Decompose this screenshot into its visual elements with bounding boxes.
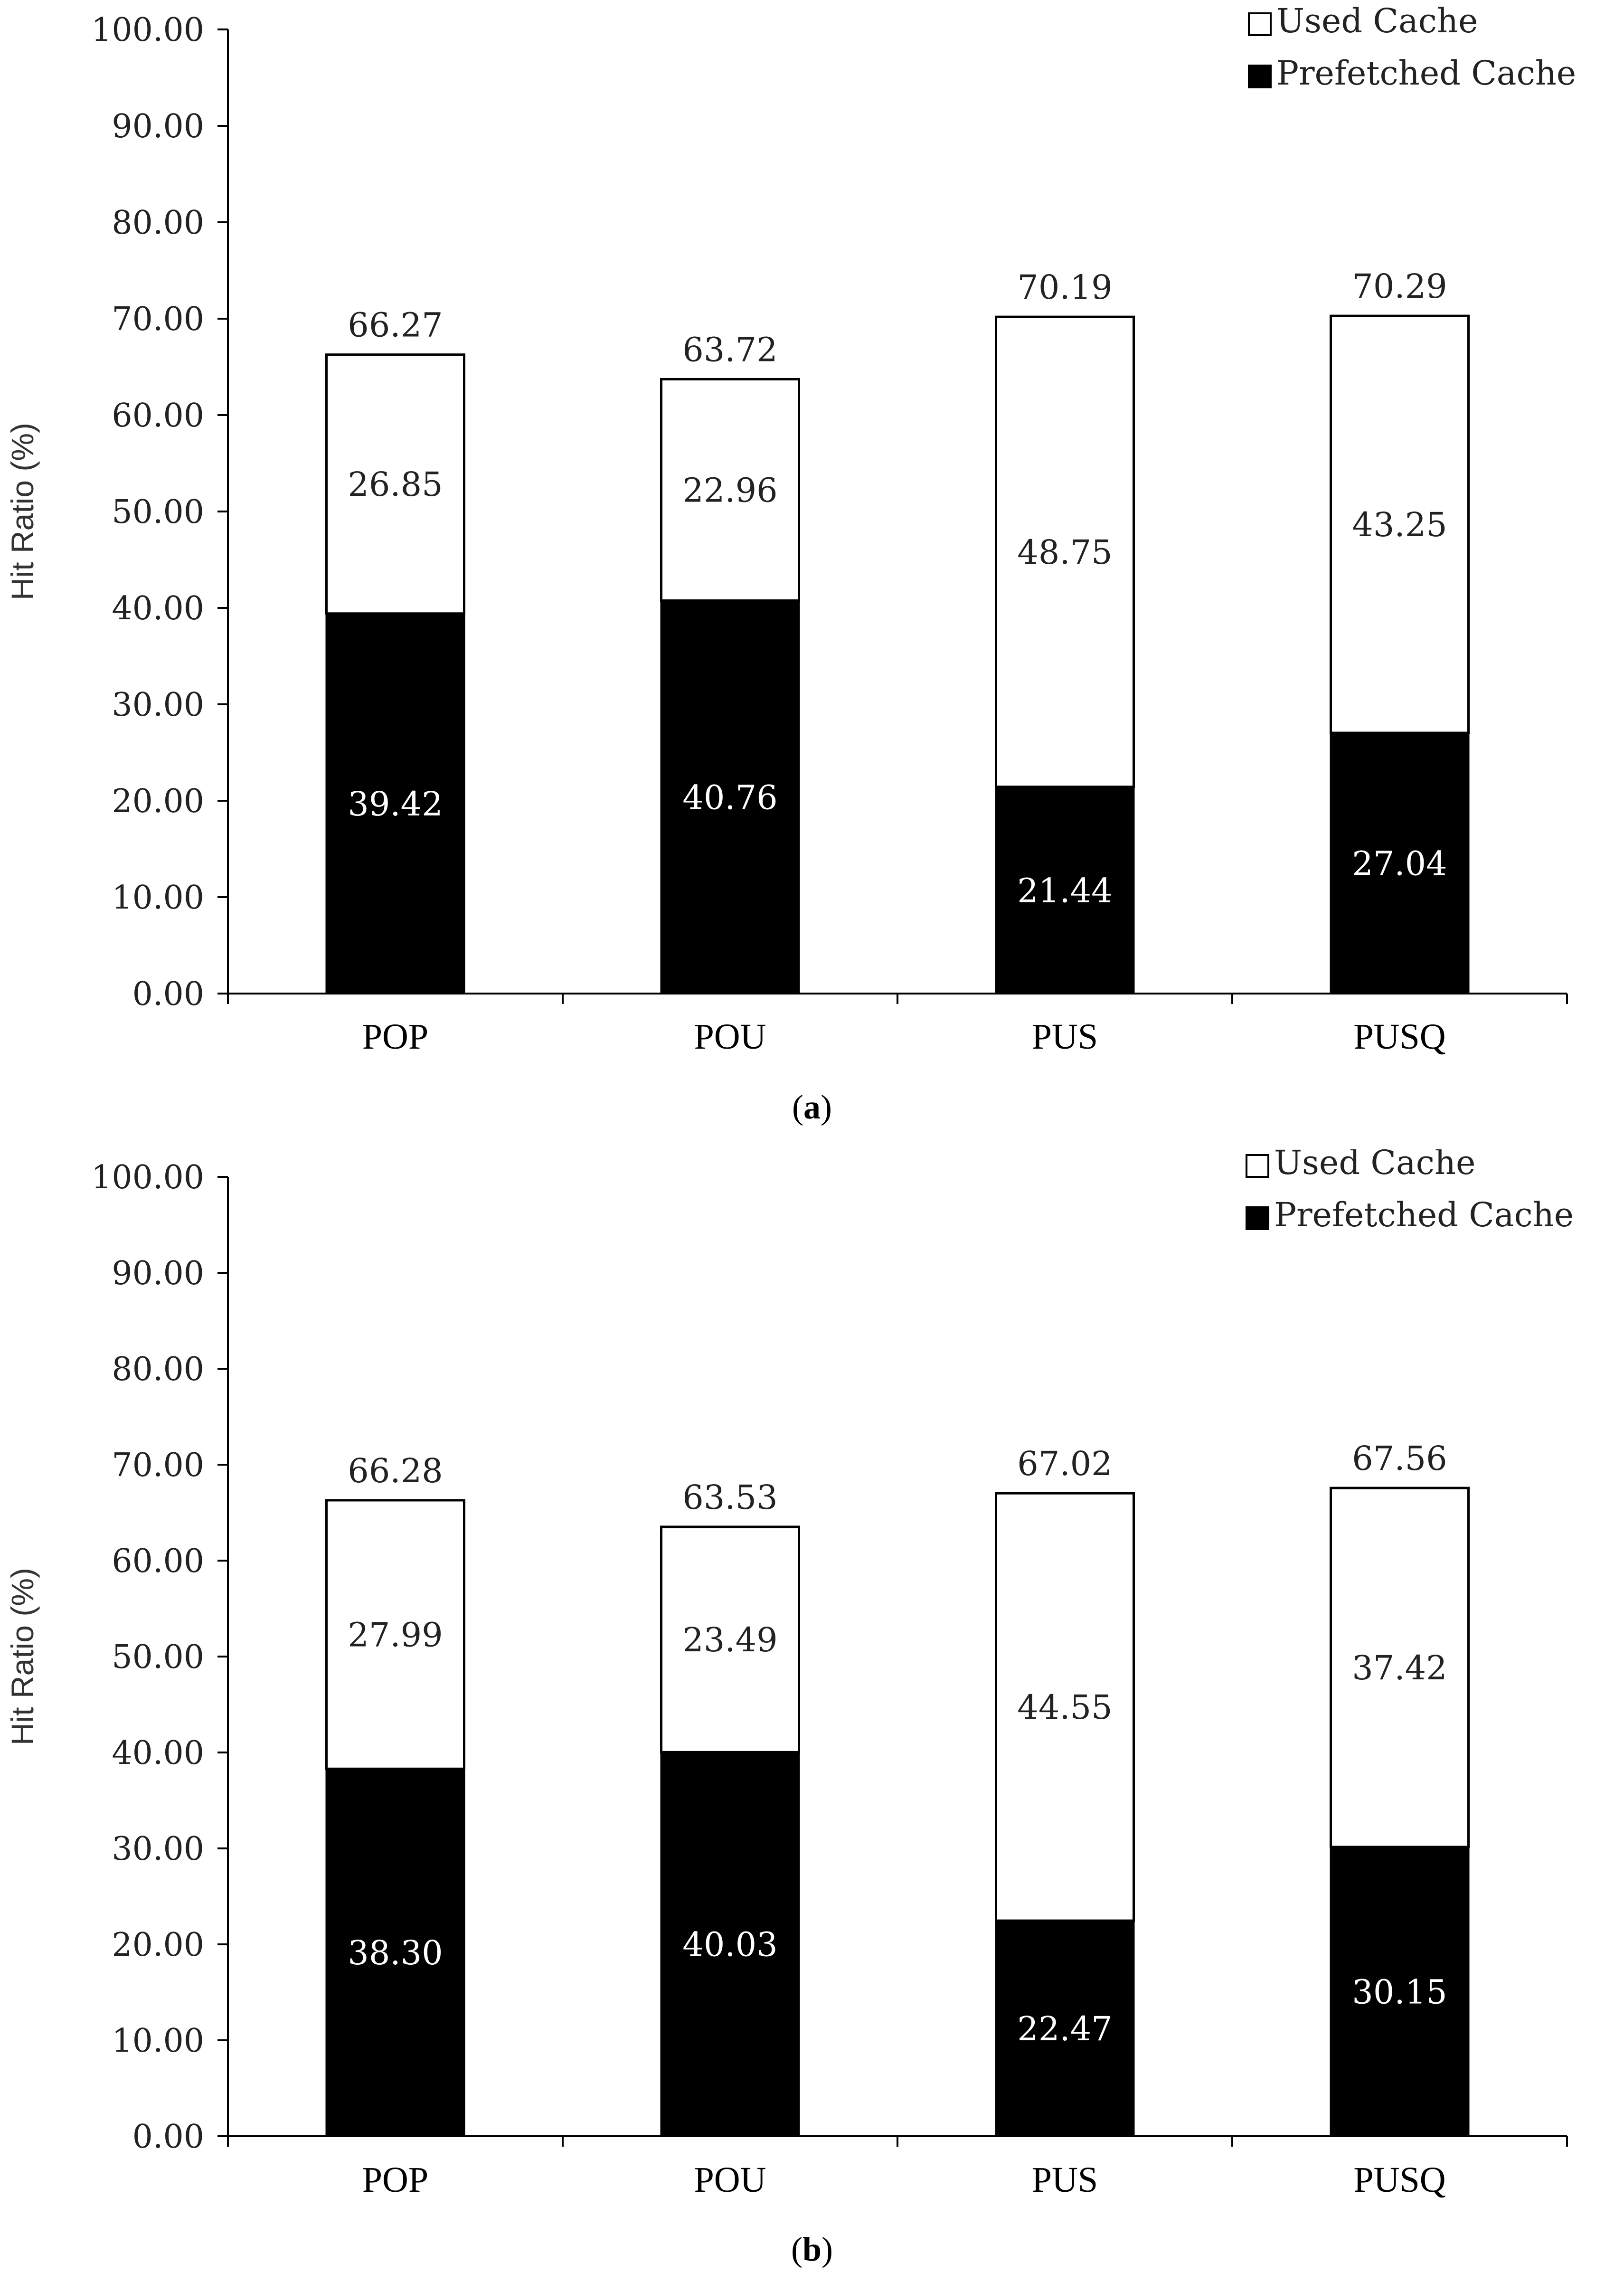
y-tick-label: 70.00 xyxy=(112,301,204,338)
y-tick-label: 60.00 xyxy=(112,397,204,435)
bar-prefetched-cache xyxy=(660,1751,800,2138)
y-tick-label: 0.00 xyxy=(132,2118,204,2156)
data-label-total: 67.56 xyxy=(1352,1439,1447,1478)
bar-prefetched-cache xyxy=(1330,732,1470,994)
y-tick-label: 90.00 xyxy=(112,108,204,145)
legend-swatch-used-cache xyxy=(1248,12,1272,36)
bar-used-cache xyxy=(325,353,465,615)
data-label-total: 67.02 xyxy=(1017,1444,1112,1483)
bar-prefetched-cache xyxy=(1330,1846,1470,2137)
x-category-label: PUSQ xyxy=(1353,2160,1445,2200)
y-tick-label: 50.00 xyxy=(112,493,204,531)
data-label-prefetched: 40.03 xyxy=(682,1925,777,1964)
y-tick-label: 40.00 xyxy=(112,590,204,627)
data-label-prefetched: 39.42 xyxy=(348,785,443,824)
y-axis-title: Hit Ratio (%) xyxy=(5,423,40,600)
data-label-prefetched: 27.04 xyxy=(1352,844,1447,883)
y-tick-label: 100.00 xyxy=(91,11,204,49)
data-label-prefetched: 22.47 xyxy=(1017,2009,1112,2048)
legend-swatch-prefetched-cache xyxy=(1248,65,1272,88)
bar-used-cache xyxy=(1330,314,1470,734)
data-label-used: 37.42 xyxy=(1352,1648,1447,1687)
y-tick-label: 50.00 xyxy=(112,1638,204,1676)
data-label-used: 23.49 xyxy=(682,1620,777,1659)
y-tick-label: 60.00 xyxy=(112,1543,204,1580)
data-label-used: 48.75 xyxy=(1017,533,1112,572)
data-label-prefetched: 21.44 xyxy=(1017,871,1112,910)
y-tick-label: 80.00 xyxy=(112,1351,204,1388)
panel-caption: (b) xyxy=(791,2230,833,2268)
data-label-used: 26.85 xyxy=(348,465,443,504)
data-label-total: 63.53 xyxy=(682,1478,777,1517)
x-category-label: POU xyxy=(694,1017,766,1057)
y-tick-label: 100.00 xyxy=(91,1159,204,1196)
bar-prefetched-cache xyxy=(995,786,1135,994)
bar-used-cache xyxy=(325,1499,465,1770)
y-tick-label: 30.00 xyxy=(112,686,204,724)
data-label-prefetched: 38.30 xyxy=(348,1933,443,1972)
bar-used-cache xyxy=(660,1525,800,1753)
panel-caption: (a) xyxy=(792,1088,832,1126)
x-category-label: PUSQ xyxy=(1353,1017,1445,1057)
data-label-prefetched: 40.76 xyxy=(682,778,777,817)
bar-used-cache xyxy=(1330,1487,1470,1848)
data-label-used: 44.55 xyxy=(1017,1688,1112,1727)
legend-swatch-used-cache xyxy=(1246,1154,1269,1178)
data-label-used: 43.25 xyxy=(1352,505,1447,544)
chart-b-svg: 0.00 10.00 20.00 30.00 40.00 50.00 60.00 70.00 8… xyxy=(5,1149,1574,2268)
data-label-prefetched: 30.15 xyxy=(1352,1972,1447,2011)
data-label-used: 22.96 xyxy=(682,471,777,510)
data-label-total: 63.72 xyxy=(682,330,777,369)
y-tick-label: 70.00 xyxy=(112,1447,204,1484)
bar-used-cache xyxy=(995,1492,1135,1922)
data-label-total: 70.19 xyxy=(1017,268,1112,307)
data-label-used: 27.99 xyxy=(348,1616,443,1655)
y-axis-title: Hit Ratio (%) xyxy=(5,1568,40,1745)
y-tick-label: 30.00 xyxy=(112,1830,204,1868)
chart-a-svg: 0.00 10.00 20.00 30.00 40.00 50.00 60.00 70.00 8… xyxy=(5,1,1576,1126)
x-category-label: POP xyxy=(362,2160,428,2200)
x-category-label: POP xyxy=(362,1017,428,1057)
chart-panel-a: 0.00 10.00 20.00 30.00 40.00 50.00 60.00 70.00 8… xyxy=(5,1,1576,1126)
data-label-total: 70.29 xyxy=(1352,267,1447,306)
y-tick-label: 10.00 xyxy=(112,2022,204,2060)
legend-label-used-cache: Used Cache xyxy=(1274,1149,1475,1182)
x-category-label: PUS xyxy=(1032,1017,1098,1057)
x-category-label: PUS xyxy=(1032,2160,1098,2200)
bar-used-cache xyxy=(660,378,800,602)
y-tick-label: 0.00 xyxy=(132,976,204,1013)
data-label-total: 66.28 xyxy=(348,1451,443,1490)
x-category-label: POU xyxy=(694,2160,766,2200)
y-tick-label: 20.00 xyxy=(112,1926,204,1964)
legend-label-used-cache: Used Cache xyxy=(1276,1,1478,40)
legend-swatch-prefetched-cache xyxy=(1246,1206,1269,1230)
chart-panel-b: 0.00 10.00 20.00 30.00 40.00 50.00 60.00 70.00 8… xyxy=(0,1149,1624,2292)
y-tick-label: 10.00 xyxy=(112,879,204,917)
y-tick-label: 40.00 xyxy=(112,1734,204,1772)
y-tick-label: 90.00 xyxy=(112,1255,204,1292)
y-tick-label: 80.00 xyxy=(112,204,204,242)
bar-used-cache xyxy=(995,315,1135,788)
legend-label-prefetched-cache: Prefetched Cache xyxy=(1274,1195,1574,1234)
legend-label-prefetched-cache: Prefetched Cache xyxy=(1276,54,1576,93)
data-label-total: 66.27 xyxy=(348,306,443,345)
y-tick-label: 20.00 xyxy=(112,783,204,820)
